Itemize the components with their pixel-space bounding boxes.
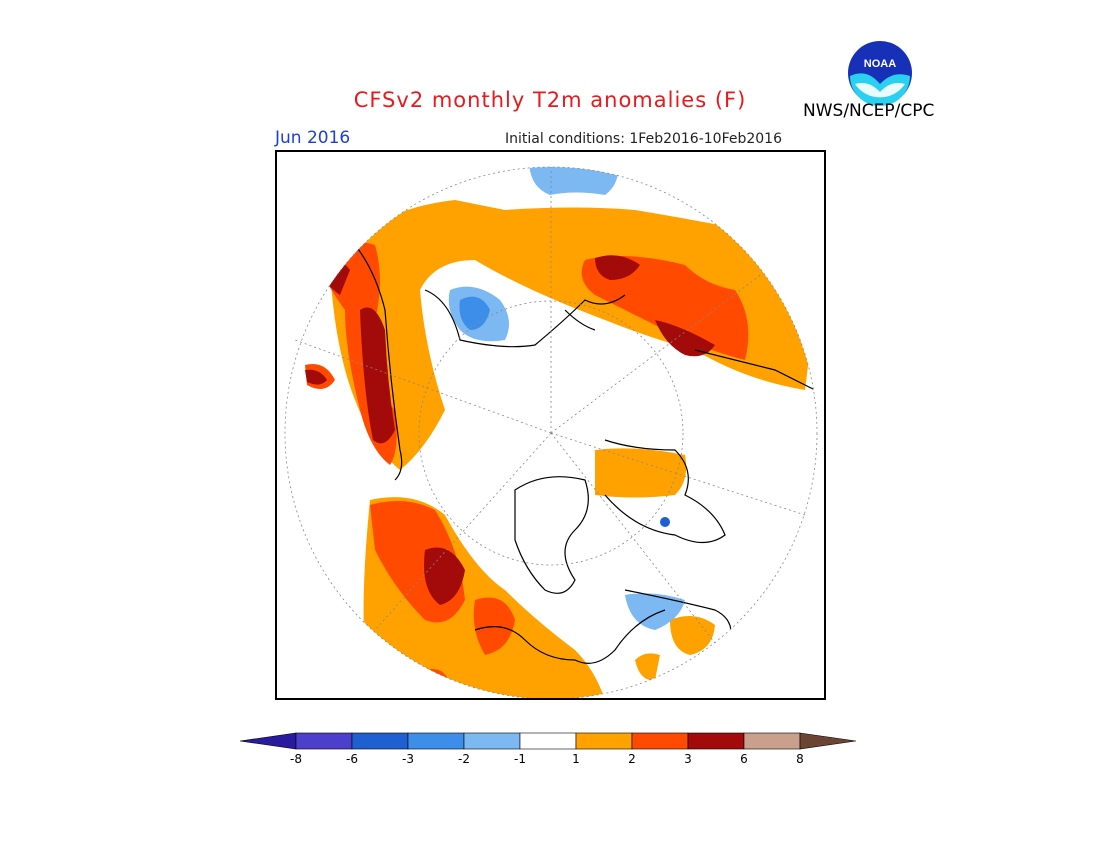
colorbar-tick-label: -8: [290, 752, 302, 766]
colorbar-segment: [407, 732, 465, 750]
anomaly-region: [635, 653, 660, 681]
anomaly-region: [529, 167, 619, 195]
anomaly-region: [595, 255, 640, 280]
polar-map: [275, 150, 826, 700]
noaa-logo-text: NOAA: [864, 58, 896, 70]
colorbar-tick-label: 1: [572, 752, 580, 766]
anomaly-region: [655, 320, 715, 357]
anomaly-region: [660, 517, 670, 527]
anomaly-field: [305, 167, 815, 699]
colorbar-segment: [631, 732, 689, 750]
colorbar-tick-label: -6: [346, 752, 358, 766]
colorbar-segment: [575, 732, 633, 750]
colorbar-segment: [687, 732, 745, 750]
anomaly-region: [459, 296, 490, 330]
chart-title: CFSv2 monthly T2m anomalies (F): [353, 88, 747, 112]
colorbar-segment: [295, 732, 353, 750]
anomaly-region: [595, 448, 687, 498]
colorbar-tick-label: 2: [628, 752, 636, 766]
colorbar-segment: [799, 732, 857, 750]
coastlines: [354, 244, 816, 664]
colorbar-labels: -8 -6 -3 -2 -1 1 2 3 6 8: [0, 752, 1100, 768]
colorbar-tick-label: 8: [796, 752, 804, 766]
noaa-logo: NOAA: [848, 41, 912, 106]
anomaly-region: [670, 616, 715, 655]
anomaly-region: [305, 369, 327, 385]
anomaly-region: [581, 256, 749, 360]
colorbar-tick-label: 6: [740, 752, 748, 766]
colorbar-tick-label: 3: [684, 752, 692, 766]
anomaly-region: [424, 547, 465, 605]
anomaly-region: [330, 200, 815, 470]
colorbar-segment: [351, 732, 409, 750]
colorbar-tick-label: -1: [514, 752, 526, 766]
anomaly-region: [360, 307, 395, 444]
initial-conditions-label: Initial conditions: 1Feb2016-10Feb2016: [505, 131, 782, 147]
anomaly-region: [625, 593, 685, 630]
colorbar-segment: [463, 732, 521, 750]
colorbar-segment: [519, 732, 577, 750]
colorbar-segment: [239, 732, 297, 750]
colorbar-tick-label: -3: [402, 752, 414, 766]
graticule: [284, 166, 818, 700]
colorbar-tick-label: -2: [458, 752, 470, 766]
valid-month-label: Jun 2016: [275, 128, 351, 148]
agency-label: NWS/NCEP/CPC: [803, 101, 935, 121]
colorbar: [239, 732, 857, 750]
colorbar-segment: [743, 732, 801, 750]
